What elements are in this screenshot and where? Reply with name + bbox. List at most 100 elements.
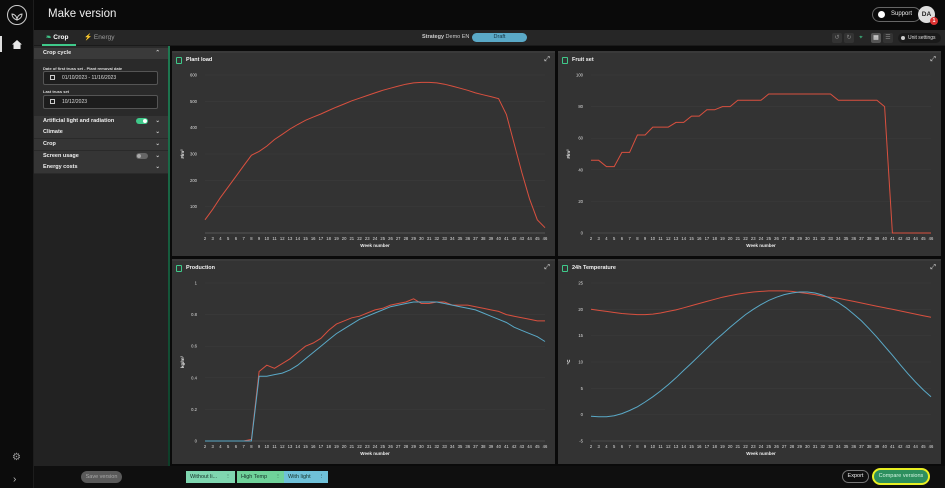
y-axis-label: °C <box>566 359 571 365</box>
section-label: Screen usage <box>43 153 79 159</box>
more-icon[interactable]: ⋮ <box>275 474 281 480</box>
more-icon[interactable]: ⋮ <box>225 474 231 480</box>
production-chart: 00.20.40.60.812 3 4 5 6 7 8 9 10 11 12 13 14 15 16 17 18… <box>180 281 548 457</box>
x-tick-label: 36 <box>465 236 470 241</box>
chart-card-production: Production ⤢ 0 0.2 0.4 0.6 0.8 1 2 3 4 5 6 7 8 9 10 11 1… <box>172 259 555 464</box>
x-tick-label: 11 <box>658 236 663 241</box>
x-tick-label: 2 <box>590 444 593 449</box>
table-view-icon[interactable]: ☰ <box>883 33 893 43</box>
x-tick-label: 44 <box>913 236 918 241</box>
x-tick-label: 33 <box>442 444 447 449</box>
x-tick-label: 9 <box>644 444 647 449</box>
x-tick-label: 21 <box>349 236 354 241</box>
x-tick-label: 41 <box>504 444 509 449</box>
compare-versions-button[interactable]: Compare versions <box>872 468 930 485</box>
x-tick-label: 19 <box>334 444 339 449</box>
x-tick-label: 17 <box>705 444 710 449</box>
chevron-down-icon: ⌄ <box>155 129 160 135</box>
status-badge[interactable]: Draft <box>472 33 527 42</box>
save-version-button[interactable]: Save version <box>81 471 122 483</box>
x-tick-label: 34 <box>450 444 455 449</box>
x-tick-label: 43 <box>519 236 524 241</box>
x-tick-label: 13 <box>288 444 293 449</box>
last-truss-field[interactable]: 10/12/2023 <box>43 95 158 109</box>
home-icon[interactable] <box>12 40 22 49</box>
x-tick-label: 5 <box>227 236 230 241</box>
x-axis-label: Week number <box>746 451 776 456</box>
undo-icon[interactable]: ↺ <box>832 33 842 43</box>
redo-icon[interactable]: ↻ <box>844 33 854 43</box>
x-tick-label: 15 <box>303 444 308 449</box>
x-tick-label: 13 <box>288 236 293 241</box>
x-tick-label: 44 <box>913 444 918 449</box>
x-tick-label: 39 <box>875 236 880 241</box>
calendar-icon <box>50 75 55 80</box>
x-tick-label: 36 <box>851 444 856 449</box>
tab-energy-label: Energy <box>93 34 115 41</box>
series-line <box>590 290 932 318</box>
tab-bar: ❧ Crop ⚡ Energy Strategy Demo EN Draft ↺… <box>34 30 945 46</box>
last-truss-label: Last truss set <box>43 89 70 94</box>
chart-card-temperature: 24h Temperature ⤢ -5 0 5 10 15 20 25 2 3 4 5 6 7 8 9 10… <box>558 259 941 464</box>
version-tab[interactable]: High Temp ⋮ <box>237 471 285 483</box>
chart-view-icon[interactable]: ▦ <box>871 33 881 43</box>
x-tick-label: 22 <box>743 236 748 241</box>
chevron-down-icon: ⌄ <box>155 153 160 159</box>
x-tick-label: 3 <box>598 444 601 449</box>
version-tab[interactable]: With light ⋮ <box>284 471 329 483</box>
expand-icon[interactable]: ⤢ <box>930 56 936 63</box>
x-tick-label: 38 <box>481 444 486 449</box>
pin-icon[interactable]: ⌖ <box>859 35 863 41</box>
export-button[interactable]: Export <box>842 470 869 483</box>
crop-cycle-header[interactable]: Crop cycle ⌃ <box>34 48 168 59</box>
support-button[interactable]: Support <box>872 7 922 22</box>
section-energy-costs[interactable]: Energy costs ⌄ <box>34 162 168 173</box>
light-toggle[interactable] <box>136 118 148 124</box>
section-artificial-light[interactable]: Artificial light and radiation ⌄ <box>34 116 168 127</box>
y-tick-label: 500 <box>190 99 198 104</box>
avatar[interactable]: DA 1 <box>918 6 938 25</box>
y-tick-label: 20 <box>578 199 583 204</box>
x-tick-label: 46 <box>929 444 934 449</box>
tab-energy[interactable]: ⚡ Energy <box>84 33 115 41</box>
active-indicator <box>0 36 2 52</box>
calendar-icon <box>50 99 55 104</box>
x-tick-label: 23 <box>751 236 756 241</box>
tab-crop[interactable]: ❧ Crop <box>46 33 68 41</box>
version-tab[interactable]: Without li... ⋮ <box>186 471 235 483</box>
x-tick-label: 17 <box>705 236 710 241</box>
strategy-name: Demo EN <box>445 34 470 40</box>
y-tick-label: 0 <box>581 231 584 236</box>
x-tick-label: 20 <box>342 236 347 241</box>
series-line <box>205 301 546 442</box>
x-tick-label: 19 <box>334 236 339 241</box>
settings-icon[interactable]: ⚙ <box>12 452 21 463</box>
x-tick-label: 37 <box>859 444 864 449</box>
x-tick-label: 6 <box>621 236 624 241</box>
expand-icon[interactable]: ⤢ <box>544 264 550 271</box>
section-screen-usage[interactable]: Screen usage ⌄ <box>34 151 168 162</box>
screen-toggle[interactable] <box>136 153 148 159</box>
unit-settings-button[interactable]: Unit settings <box>898 33 941 43</box>
date-range-field[interactable]: 01/10/2023 - 11/16/2023 <box>43 71 158 85</box>
version-tab-label: High Temp <box>241 474 268 480</box>
chevron-down-icon: ⌄ <box>155 141 160 147</box>
more-icon[interactable]: ⋮ <box>318 474 325 480</box>
x-tick-label: 12 <box>280 236 285 241</box>
section-crop[interactable]: Crop ⌄ <box>34 139 168 150</box>
expand-icon[interactable]: ⤢ <box>930 264 936 271</box>
x-tick-label: 44 <box>527 444 532 449</box>
y-tick-label: 20 <box>578 307 583 312</box>
x-tick-label: 4 <box>219 236 222 241</box>
y-tick-label: 200 <box>190 178 198 183</box>
x-tick-label: 24 <box>759 236 764 241</box>
x-tick-label: 11 <box>658 444 663 449</box>
x-tick-label: 11 <box>272 444 277 449</box>
x-tick-label: 14 <box>295 444 300 449</box>
expand-rail-icon[interactable]: › <box>13 474 17 485</box>
section-climate[interactable]: Climate ⌄ <box>34 127 168 138</box>
logo-icon[interactable] <box>7 5 27 25</box>
expand-icon[interactable]: ⤢ <box>544 56 550 63</box>
chart-icon <box>176 265 182 272</box>
